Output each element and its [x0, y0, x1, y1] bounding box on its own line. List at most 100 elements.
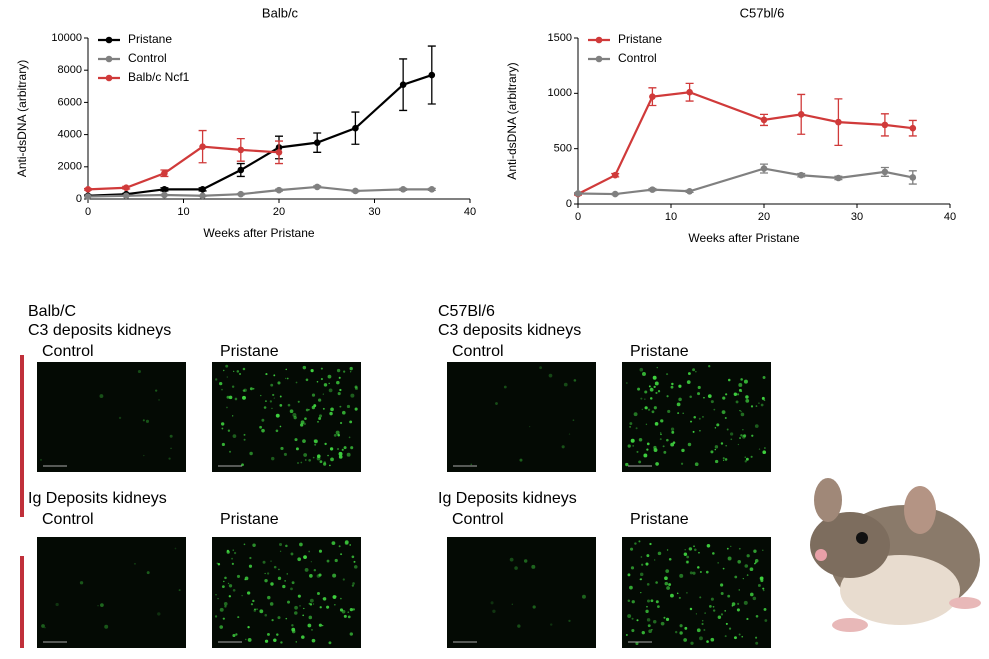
image-label: Pristane: [220, 511, 279, 528]
image-label: Pristane: [630, 343, 689, 360]
fluorescent-spot: [744, 456, 746, 458]
fluorescent-spot: [266, 572, 270, 575]
fluorescent-spot: [707, 394, 712, 398]
fluorescent-spot: [710, 450, 714, 454]
fluorescent-spot: [286, 573, 289, 575]
fluorescent-spot: [245, 638, 247, 641]
fluorescent-spot: [232, 434, 237, 439]
micrograph: [212, 537, 361, 648]
fluorescent-spot: [342, 410, 346, 415]
fluorescent-spot: [333, 433, 337, 437]
fluorescent-spot: [223, 580, 225, 583]
fluorescent-spot: [692, 571, 696, 575]
fluorescent-spot: [655, 581, 658, 584]
fluorescent-spot: [322, 393, 324, 395]
fluorescent-spot: [352, 608, 356, 611]
fluorescent-spot: [633, 412, 638, 417]
strain-label: Balb/C: [28, 303, 76, 320]
fluorescent-spot: [311, 629, 313, 631]
fluorescent-spot: [349, 544, 351, 546]
fluorescent-spot: [694, 462, 699, 467]
fluorescent-spot: [657, 605, 660, 609]
y-axis-label: Anti-dsDNA (arbitrary): [505, 62, 519, 179]
fluorescent-spot: [309, 574, 313, 578]
fluorescent-spot: [687, 372, 691, 376]
fluorescent-spot: [305, 378, 309, 382]
fluorescent-spot: [300, 423, 304, 427]
fluorescent-spot: [654, 422, 659, 426]
fluorescent-spot: [722, 459, 725, 461]
data-point: [122, 184, 130, 192]
fluorescent-spot: [666, 438, 669, 442]
data-point: [760, 165, 768, 172]
fluorescent-spot: [714, 459, 719, 464]
fluorescent-spot: [539, 366, 542, 370]
fluorescent-spot: [350, 393, 355, 398]
fluorescent-spot: [334, 558, 338, 563]
fluorescent-spot: [519, 458, 523, 462]
fluorescent-spot: [221, 585, 225, 589]
fluorescent-spot: [755, 614, 759, 618]
fluorescent-spot: [223, 602, 228, 606]
fluorescent-spot: [753, 549, 757, 553]
fluorescent-spot: [739, 437, 741, 439]
fluorescent-spot: [347, 615, 351, 619]
fluorescent-spot: [291, 627, 296, 632]
fluorescent-spot: [627, 614, 632, 619]
fluorescent-spot: [644, 390, 648, 394]
fluorescent-spot: [693, 416, 696, 419]
fluorescent-spot: [699, 596, 702, 599]
data-point: [649, 186, 656, 193]
fluorescent-spot: [701, 619, 704, 622]
fluorescent-spot: [338, 454, 343, 459]
fluorescent-spot: [55, 602, 59, 607]
fluorescent-spot: [290, 587, 293, 591]
fluorescent-spot: [686, 560, 689, 564]
fluorescent-spot: [657, 551, 662, 556]
fluorescent-spot: [249, 556, 252, 560]
fluorescent-spot: [727, 556, 732, 561]
fluorescent-spot: [666, 549, 669, 551]
fluorescent-spot: [654, 381, 659, 386]
fluorescent-spot: [654, 559, 656, 561]
fluorescent-spot: [242, 389, 246, 392]
fluorescent-spot: [305, 459, 307, 461]
data-point: [574, 190, 582, 197]
fluorescent-spot: [668, 557, 672, 561]
fluorescent-spot: [271, 407, 273, 410]
fluorescent-spot: [679, 624, 683, 628]
fluorescent-spot: [679, 573, 684, 578]
fluorescent-spot: [339, 421, 343, 425]
fluorescent-spot: [283, 452, 287, 456]
fluorescent-spot: [299, 605, 301, 607]
fluorescent-spot: [648, 385, 651, 388]
fluorescent-spot: [320, 377, 323, 381]
fluorescent-spot: [228, 584, 233, 588]
fluorescent-spot: [272, 393, 275, 397]
fluorescent-spot: [264, 578, 268, 583]
fluorescent-spot: [310, 369, 314, 373]
x-tick-label: 20: [273, 206, 285, 218]
panel-title: C3 deposits kidneys: [28, 322, 171, 339]
fluorescent-spot: [275, 413, 280, 418]
fluorescent-spot: [646, 442, 650, 446]
fluorescent-spot: [698, 417, 701, 420]
fluorescent-spot: [649, 397, 653, 400]
fluorescent-spot: [684, 549, 686, 551]
fluorescent-spot: [726, 547, 729, 550]
fluorescent-spot: [680, 462, 684, 465]
fluorescent-spot: [311, 638, 316, 643]
fluorescent-spot: [276, 633, 279, 636]
fluorescent-spot: [225, 364, 229, 368]
fluorescent-spot: [714, 427, 717, 429]
fluorescent-spot: [279, 395, 282, 398]
fluorescent-spot: [703, 396, 705, 399]
fluorescent-spot: [631, 617, 634, 620]
panel-title: C3 deposits kidneys: [438, 322, 581, 339]
fluorescent-spot: [686, 380, 691, 384]
data-point: [909, 124, 917, 132]
fluorescent-spot: [740, 390, 743, 392]
fluorescent-spot: [532, 605, 536, 609]
fluorescent-spot: [309, 598, 314, 603]
fluorescent-spot: [261, 428, 265, 433]
